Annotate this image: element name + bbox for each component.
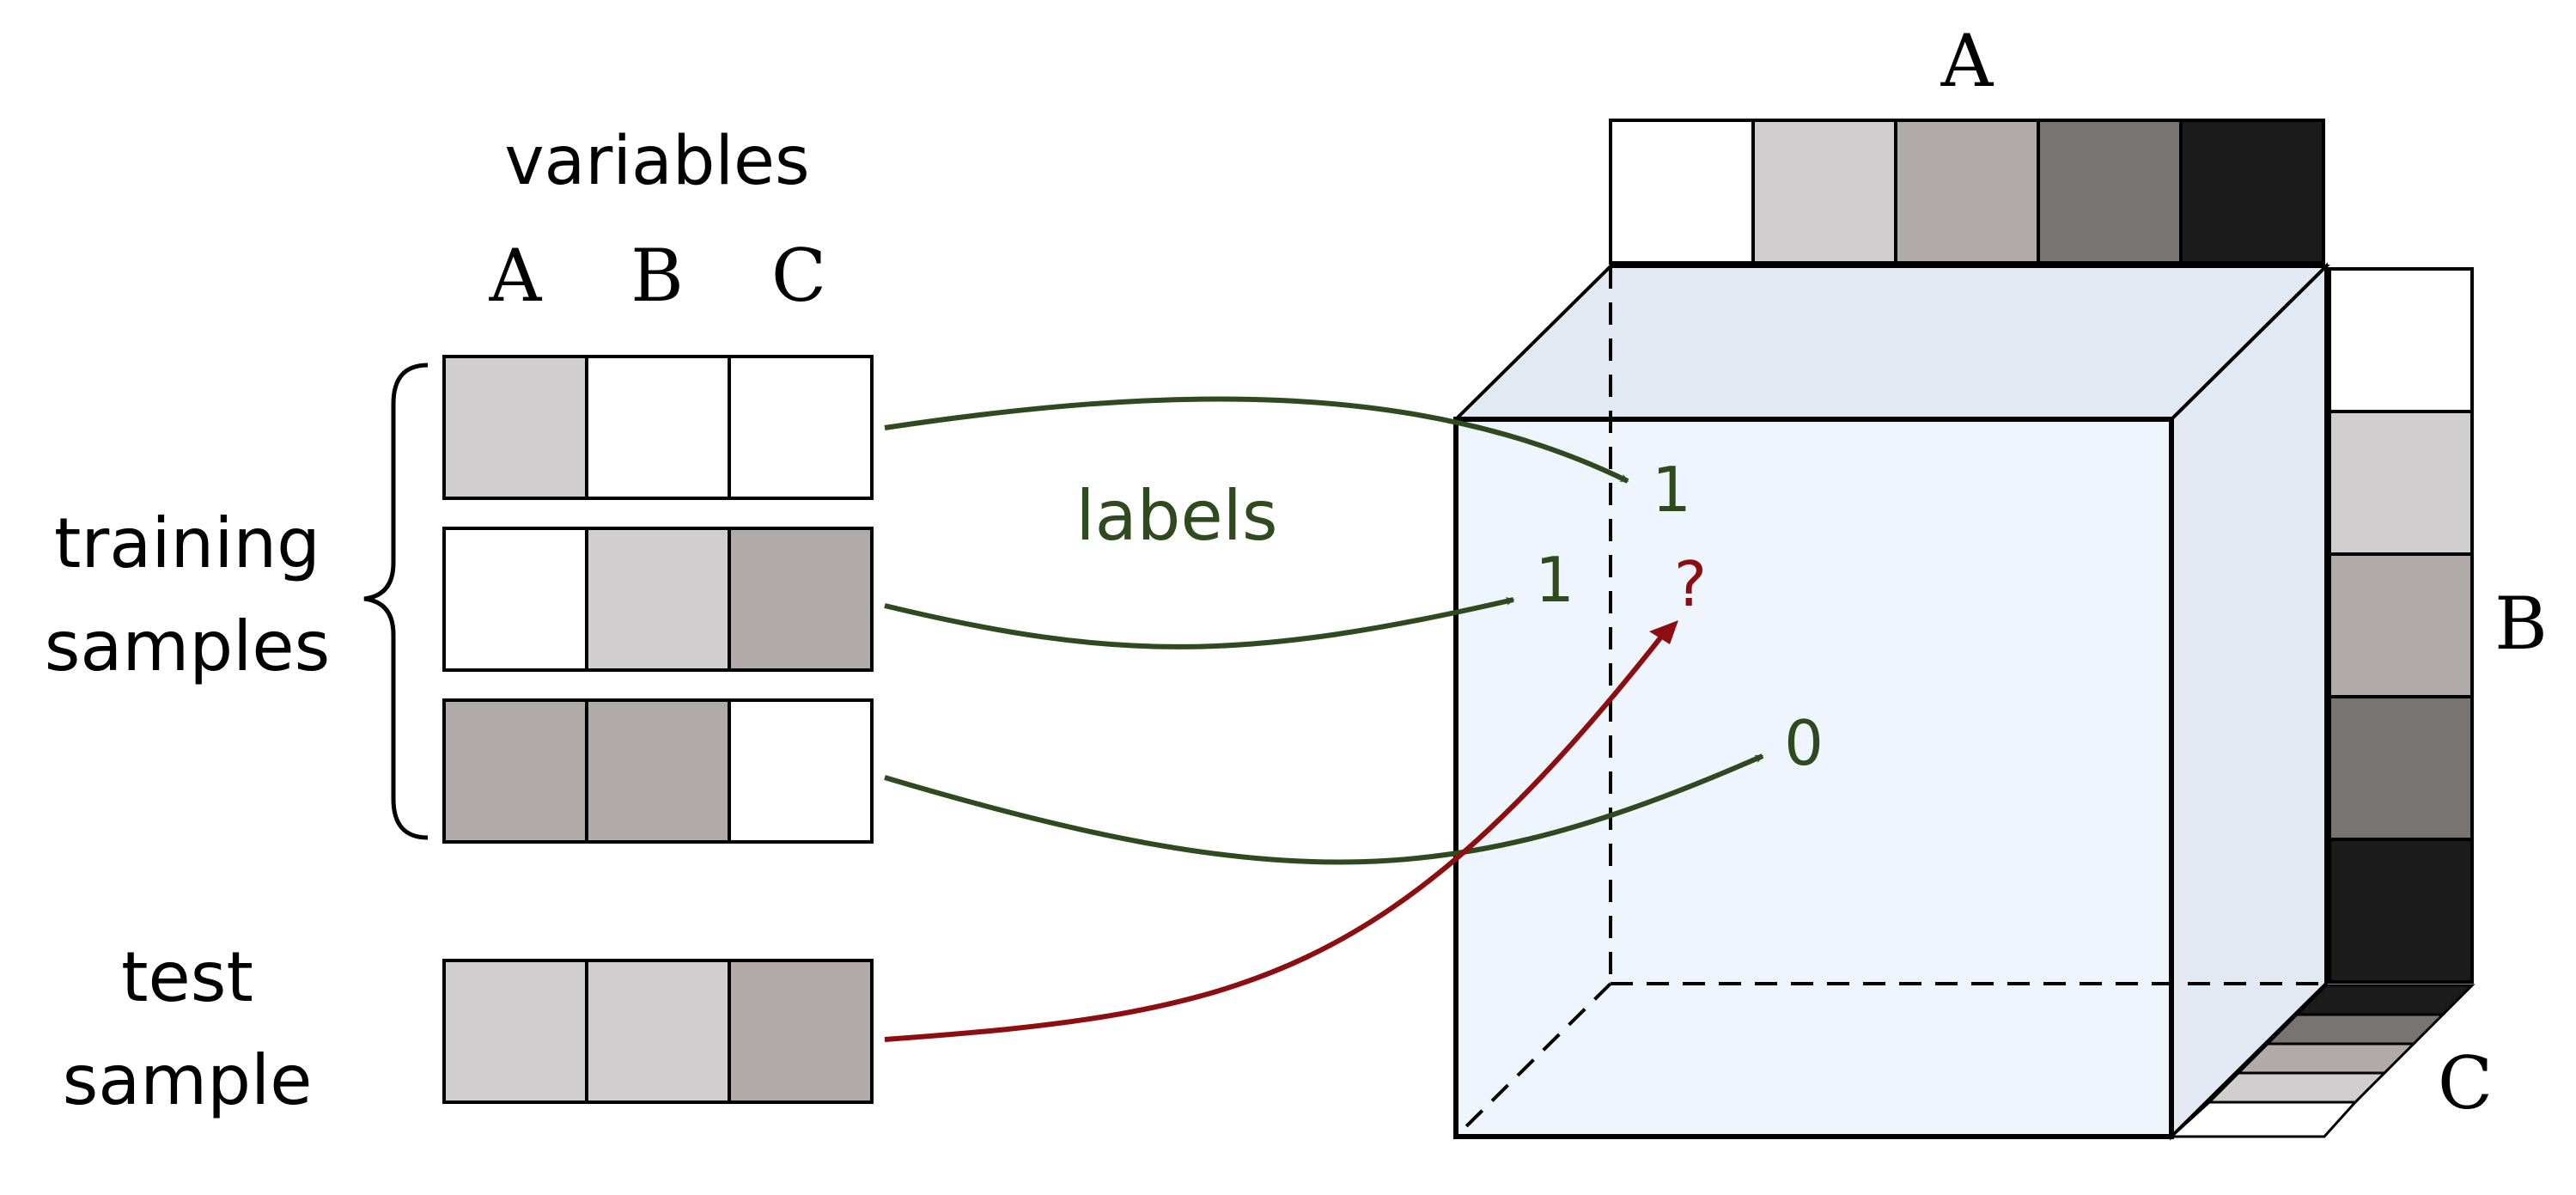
- cell-2b: [585, 527, 731, 672]
- cell-1a: [442, 355, 588, 500]
- label-value-3: 0: [1784, 707, 1824, 779]
- cube: [1452, 262, 2330, 1141]
- axis-a-cell-5: [2179, 119, 2325, 265]
- axis-b-cell-3: [2328, 552, 2474, 698]
- labels-annotation: labels: [1075, 476, 1277, 556]
- axis-b-label: B: [2494, 582, 2548, 666]
- axis-a-cell-3: [1894, 119, 2040, 265]
- cube-hidden-edges: [1454, 266, 2326, 1138]
- axis-c-strip: [2168, 984, 2476, 1138]
- axis-b-cell-4: [2328, 695, 2474, 841]
- axis-c-cell-5: [2293, 984, 2476, 1016]
- query-mark: ?: [1674, 548, 1707, 620]
- arrow-sample-2: [884, 597, 1515, 649]
- test-label-line1: test: [121, 937, 253, 1017]
- cell-2c: [728, 527, 874, 672]
- axis-a-cell-4: [2037, 119, 2183, 265]
- axis-c-label: C: [2438, 1041, 2493, 1125]
- axis-b-cell-5: [2328, 838, 2474, 984]
- label-value-1: 1: [1652, 454, 1691, 526]
- cube-top-face: [1452, 265, 2330, 421]
- axis-c-cell-3: [2235, 1042, 2417, 1075]
- axis-a-cell-1: [1609, 119, 1755, 265]
- training-sample-3: [442, 698, 874, 844]
- test-sample-row: [442, 959, 874, 1104]
- axis-a-strip: [1609, 119, 2325, 265]
- column-a-header: A: [489, 234, 543, 318]
- training-sample-2: [442, 527, 874, 672]
- label-value-2: 1: [1535, 544, 1574, 616]
- axis-c-cell-1: [2168, 1100, 2359, 1138]
- arrow-sample-3: [884, 753, 1764, 865]
- axis-b-strip: [2328, 267, 2474, 984]
- axis-c-cell-2: [2206, 1071, 2388, 1104]
- cell-3c: [728, 698, 874, 844]
- training-brace: [363, 363, 429, 840]
- column-c-header: C: [771, 234, 826, 318]
- cell-tc: [728, 959, 874, 1104]
- axis-c-cell-4: [2264, 1013, 2446, 1046]
- cell-3b: [585, 698, 731, 844]
- axis-b-cell-2: [2328, 410, 2474, 556]
- training-sample-1: [442, 355, 874, 500]
- cell-3a: [442, 698, 588, 844]
- query-arrowhead: [1649, 620, 1678, 644]
- variables-header: variables: [504, 123, 809, 200]
- cell-2a: [442, 527, 588, 672]
- test-label-line2: sample: [63, 1040, 313, 1120]
- cell-tb: [585, 959, 731, 1104]
- cell-ta: [442, 959, 588, 1104]
- arrow-sample-1: [884, 396, 1629, 484]
- axis-b-cell-1: [2328, 267, 2474, 413]
- training-label-line1: training: [54, 503, 320, 583]
- column-b-header: B: [630, 234, 684, 318]
- axis-a-label: A: [1940, 19, 1994, 103]
- cell-1b: [585, 355, 731, 500]
- training-label-line2: samples: [45, 607, 331, 686]
- axis-a-cell-2: [1751, 119, 1897, 265]
- query-arrow: [884, 634, 1665, 1042]
- cell-1c: [728, 355, 874, 500]
- label-arrows: [884, 396, 1764, 865]
